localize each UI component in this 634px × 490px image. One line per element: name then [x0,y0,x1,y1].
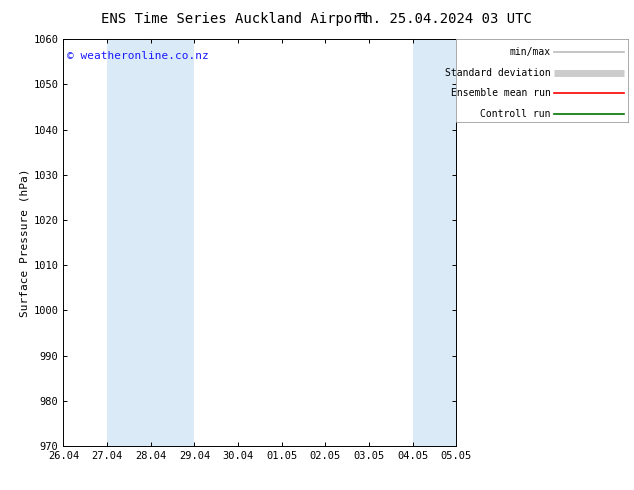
Bar [413,39,456,446]
Text: Standard deviation: Standard deviation [445,68,550,77]
Text: Controll run: Controll run [480,109,550,119]
Text: Th. 25.04.2024 03 UTC: Th. 25.04.2024 03 UTC [356,12,532,26]
Y-axis label: Surface Pressure (hPa): Surface Pressure (hPa) [20,168,29,317]
Text: Ensemble mean run: Ensemble mean run [451,88,550,98]
Text: ENS Time Series Auckland Airport: ENS Time Series Auckland Airport [101,12,368,26]
Bar [107,39,195,446]
Text: © weatheronline.co.nz: © weatheronline.co.nz [67,51,209,61]
Text: min/max: min/max [510,47,550,57]
